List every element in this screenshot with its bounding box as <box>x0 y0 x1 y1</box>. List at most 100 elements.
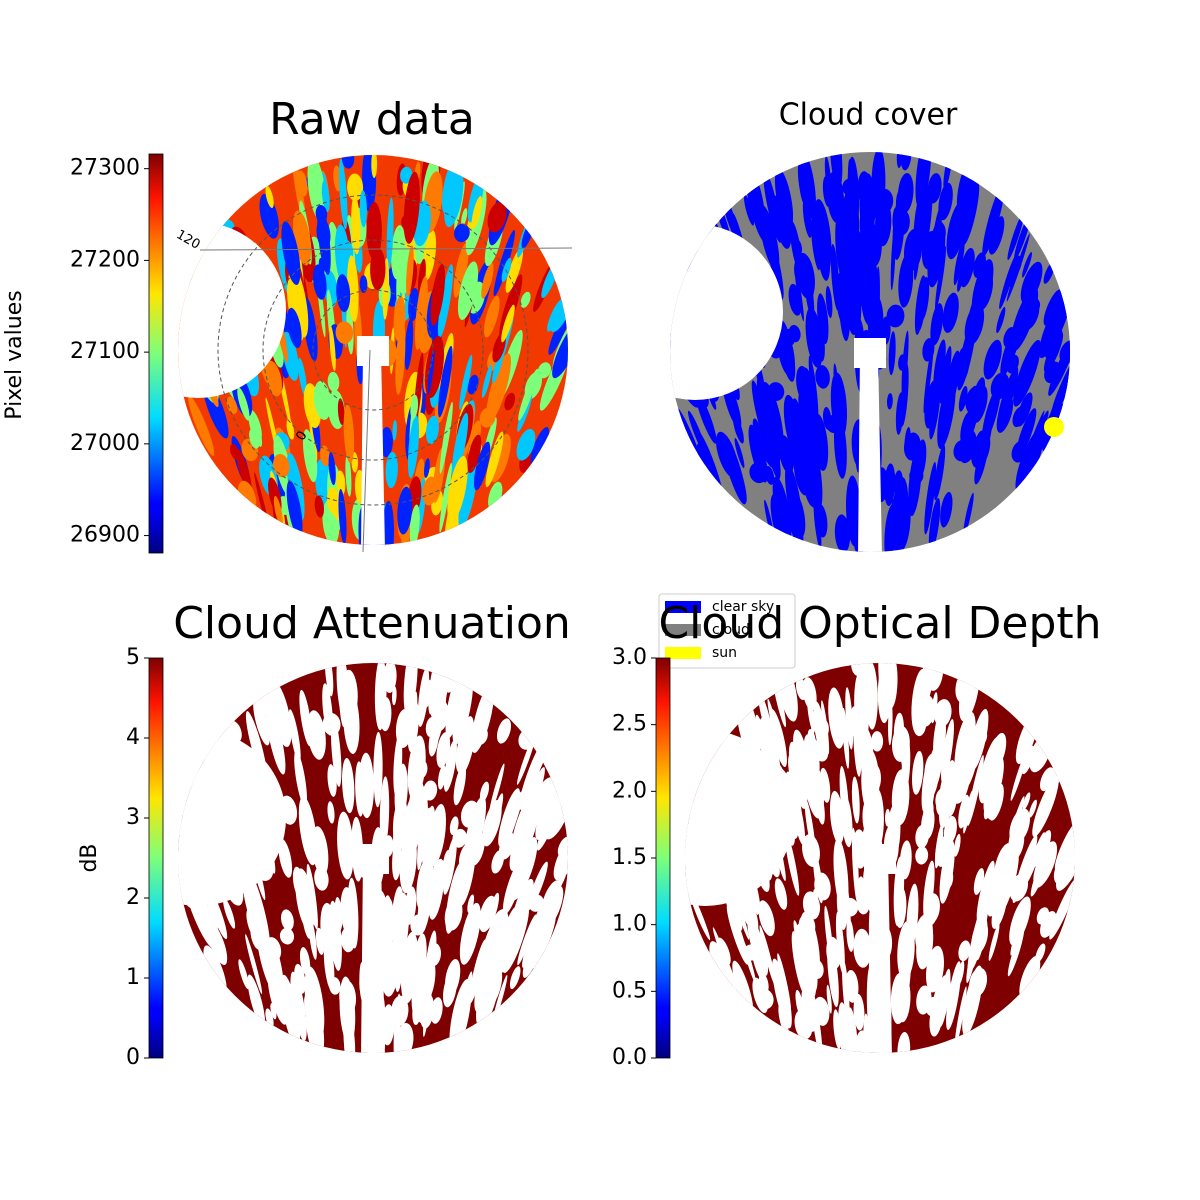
image-patch <box>407 415 420 479</box>
image-patch <box>877 663 892 724</box>
image-patch <box>851 776 860 824</box>
image-patch <box>934 824 944 869</box>
image-patch <box>423 679 432 708</box>
image-patch <box>976 860 995 923</box>
image-patch <box>313 380 332 420</box>
image-patch <box>223 897 236 929</box>
image-patch <box>439 401 453 474</box>
image-patch <box>401 835 411 880</box>
image-patch <box>778 435 794 474</box>
image-patch <box>819 767 831 803</box>
image-patch <box>886 304 905 328</box>
image-patch <box>280 974 301 1047</box>
image-patch <box>978 736 1003 804</box>
image-patch <box>501 304 515 343</box>
image-patch <box>443 836 457 895</box>
image-patch <box>758 409 774 449</box>
image-patch <box>471 196 483 230</box>
image-patch <box>383 663 397 693</box>
image-patch <box>752 418 762 440</box>
image-patch <box>1016 408 1037 458</box>
image-patch <box>871 731 884 752</box>
image-patch <box>958 385 968 412</box>
image-patch <box>888 498 895 552</box>
image-patch <box>938 968 951 1027</box>
image-patch <box>855 1030 871 1053</box>
image-patch <box>1010 749 1028 801</box>
image-patch <box>923 893 940 924</box>
image-patch <box>315 927 325 955</box>
image-patch <box>457 261 479 320</box>
image-patch <box>314 866 329 891</box>
image-patch <box>427 958 434 979</box>
legend-swatch <box>665 601 701 613</box>
image-patch <box>851 827 859 903</box>
image-patch <box>860 252 879 326</box>
image-patch <box>245 934 263 995</box>
image-patch <box>734 438 745 469</box>
image-patch <box>279 927 295 945</box>
image-patch <box>403 171 420 244</box>
image-patch <box>392 819 398 861</box>
image-patch <box>930 985 940 1032</box>
image-patch <box>875 188 894 214</box>
image-patch <box>783 394 803 459</box>
image-patch <box>472 725 488 746</box>
image-patch <box>255 696 268 717</box>
image-patch <box>301 897 312 939</box>
image-patch <box>901 739 911 795</box>
image-patch <box>1022 252 1032 278</box>
image-patch <box>393 993 402 1053</box>
image-patch <box>530 426 550 466</box>
legend-label: sun <box>712 645 737 661</box>
colorbar-tick-label: 1.5 <box>612 845 647 870</box>
image-patch <box>425 716 437 738</box>
image-patch <box>316 218 331 250</box>
image-patch <box>893 712 904 750</box>
image-patch <box>330 717 342 787</box>
image-patch <box>328 452 336 486</box>
sky-image <box>670 152 1070 552</box>
colorbar-tick-label: 1 <box>126 965 140 990</box>
mast-mask <box>361 858 385 1053</box>
image-patch <box>371 155 378 179</box>
image-patch <box>816 717 829 738</box>
image-patch <box>321 180 330 213</box>
image-patch <box>844 970 859 1003</box>
image-patch <box>916 919 934 970</box>
image-patch <box>359 275 368 293</box>
image-patch <box>396 1022 414 1053</box>
image-patch <box>481 964 503 1009</box>
sky-image <box>685 663 1075 1053</box>
image-patch <box>358 752 375 819</box>
image-patch <box>270 1003 277 1020</box>
image-patch <box>236 448 252 493</box>
image-patch <box>953 833 961 857</box>
image-patch <box>857 690 868 711</box>
image-patch <box>340 887 355 936</box>
image-patch <box>924 462 937 535</box>
polar-ring <box>217 194 529 506</box>
image-patch <box>934 699 952 727</box>
colorbar-tick-label: 3 <box>126 805 140 830</box>
image-patch <box>392 420 397 441</box>
image-patch <box>410 394 419 420</box>
image-patch <box>338 158 348 230</box>
image-patch <box>334 896 343 931</box>
image-patch <box>839 285 856 304</box>
image-patch <box>834 181 842 198</box>
image-patch <box>912 750 924 795</box>
image-patch <box>473 441 491 491</box>
image-patch <box>1020 261 1043 304</box>
image-patch <box>1064 833 1075 859</box>
image-patch <box>229 443 240 460</box>
image-patch <box>288 266 309 338</box>
image-patch <box>758 900 775 937</box>
image-patch <box>278 838 293 878</box>
image-patch <box>845 687 854 750</box>
image-patch <box>325 920 338 946</box>
image-patch <box>343 689 360 754</box>
colorbar-tick-label: 0.5 <box>612 978 647 1003</box>
image-patch <box>1043 289 1062 326</box>
image-patch <box>962 965 983 1036</box>
